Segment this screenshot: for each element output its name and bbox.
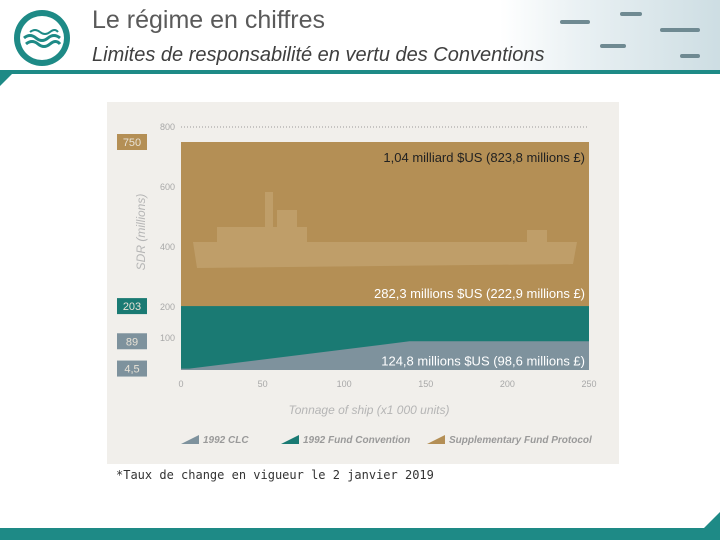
y-axis-title: SDR (millions) xyxy=(134,194,148,271)
limit-annotation: 124,8 millions $US (98,6 millions £) xyxy=(381,353,585,368)
level-badge-label: 89 xyxy=(126,336,138,348)
page-subtitle: Limites de responsabilité en vertu des C… xyxy=(92,44,545,66)
level-badge-label: 4,5 xyxy=(124,364,139,376)
level-badge-label: 203 xyxy=(123,301,141,313)
legend-swatch xyxy=(281,435,299,444)
legend-swatch xyxy=(181,435,199,444)
header-wedge xyxy=(0,70,16,86)
level-badge xyxy=(117,134,147,150)
legend-label: 1992 CLC xyxy=(203,435,249,446)
level-badge xyxy=(117,298,147,315)
x-tick-label: 250 xyxy=(581,379,596,389)
page-title: Le régime en chiffres xyxy=(92,6,325,34)
level-badge-label: 750 xyxy=(123,137,141,149)
liability-limits-chart: 100 200 400 600 800 0 50 100 150 200 250 Tonnage of… xyxy=(117,122,597,446)
footer-bar xyxy=(0,528,720,540)
header-rule xyxy=(0,70,720,74)
y-tick-label: 400 xyxy=(160,242,175,252)
x-tick-label: 200 xyxy=(500,379,515,389)
clc-1992-area xyxy=(181,341,589,370)
footer-wedge xyxy=(704,512,720,528)
level-badge xyxy=(117,333,147,350)
x-tick-label: 0 xyxy=(178,379,183,389)
y-tick-label: 100 xyxy=(160,333,175,343)
limit-annotation: 1,04 milliard $US (823,8 millions £) xyxy=(383,150,585,165)
x-tick-label: 150 xyxy=(418,379,433,389)
footnote: *Taux de change en vigueur le 2 janvier … xyxy=(116,468,434,482)
legend-label: 1992 Fund Convention xyxy=(303,435,410,446)
legend-swatch xyxy=(427,435,445,444)
iopc-funds-logo xyxy=(14,10,70,66)
limit-annotation: 282,3 millions $US (222,9 millions £) xyxy=(374,286,585,301)
level-badge xyxy=(117,360,147,377)
x-axis-title: Tonnage of ship (x1 000 units) xyxy=(289,403,450,417)
y-tick-label: 800 xyxy=(160,122,175,132)
x-tick-label: 50 xyxy=(258,379,268,389)
x-tick-label: 100 xyxy=(337,379,352,389)
y-tick-label: 600 xyxy=(160,182,175,192)
ship-silhouette xyxy=(193,192,577,268)
legend-label: Supplementary Fund Protocol xyxy=(449,435,592,446)
y-tick-label: 200 xyxy=(160,302,175,312)
header-ships-photo xyxy=(500,0,720,70)
